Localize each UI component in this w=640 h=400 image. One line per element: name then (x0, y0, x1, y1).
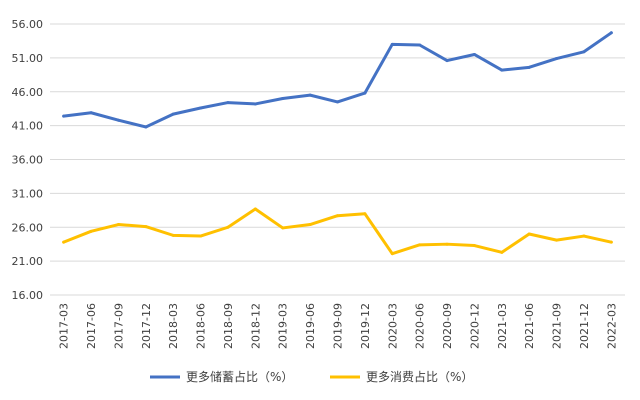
data-point (62, 240, 66, 244)
data-point (609, 31, 613, 35)
x-tick-label: 2021-12 (578, 303, 591, 349)
y-tick-label: 26.00 (12, 221, 44, 234)
series-line (62, 31, 613, 129)
y-tick-label: 16.00 (12, 289, 44, 302)
data-point (582, 50, 586, 54)
x-axis-ticks: 2017-03 2017-06 2017-09 2017-12 2018-03 2018-… (58, 303, 619, 349)
x-tick-label: 2018-12 (249, 303, 262, 349)
legend-label: 更多消费占比（%） (366, 369, 473, 384)
y-tick-label: 36.00 (12, 154, 44, 167)
data-point (418, 43, 422, 47)
data-point (390, 42, 394, 46)
data-point (308, 223, 312, 227)
x-tick-label: 2017-12 (140, 303, 153, 349)
y-tick-label: 41.00 (12, 120, 44, 133)
x-tick-label: 2021-06 (523, 303, 536, 349)
data-point (253, 102, 257, 106)
data-point (527, 232, 531, 236)
x-tick-label: 2018-09 (222, 303, 235, 349)
legend: 更多储蓄占比（%） 更多消费占比（%） (150, 369, 473, 384)
data-point (500, 68, 504, 72)
x-tick-label: 2017-06 (85, 303, 98, 349)
data-point (472, 52, 476, 56)
data-point (336, 100, 339, 104)
data-point (281, 97, 285, 101)
x-tick-label: 2019-12 (359, 303, 372, 349)
x-tick-label: 2021-09 (551, 303, 564, 349)
data-point (281, 226, 285, 230)
data-point (609, 240, 613, 244)
data-point (89, 111, 93, 115)
legend-label: 更多储蓄占比（%） (186, 369, 293, 384)
data-point (445, 242, 449, 246)
data-point (555, 57, 559, 61)
series-2 (62, 207, 613, 256)
data-point (500, 250, 504, 254)
x-tick-label: 2019-03 (277, 303, 290, 349)
x-tick-label: 2018-03 (167, 303, 180, 349)
data-point (226, 225, 230, 229)
data-point (308, 93, 312, 97)
data-point (472, 244, 476, 248)
series-lines (62, 31, 613, 256)
x-tick-label: 2021-03 (496, 303, 509, 349)
data-point (226, 101, 230, 105)
x-tick-label: 2017-03 (58, 303, 71, 349)
data-point (253, 207, 257, 211)
data-point (116, 223, 120, 227)
data-point (144, 125, 148, 129)
series-1 (62, 31, 613, 129)
x-tick-label: 2017-09 (112, 303, 125, 349)
x-tick-label: 2020-03 (386, 303, 399, 349)
data-point (171, 233, 175, 237)
data-point (199, 106, 203, 110)
x-tick-label: 2020-09 (441, 303, 454, 349)
data-point (171, 112, 175, 116)
data-point (89, 229, 93, 233)
x-tick-label: 2020-12 (468, 303, 481, 349)
data-point (116, 118, 120, 122)
y-tick-label: 31.00 (12, 187, 44, 200)
data-point (390, 252, 394, 256)
data-point (199, 234, 203, 238)
data-point (336, 214, 339, 218)
y-tick-label: 51.00 (12, 52, 44, 65)
x-tick-label: 2019-09 (332, 303, 345, 349)
y-tick-label: 46.00 (12, 86, 44, 99)
data-point (62, 114, 66, 118)
data-point (363, 212, 367, 216)
data-point (555, 238, 559, 242)
x-tick-label: 2019-06 (304, 303, 317, 349)
data-point (144, 225, 148, 229)
x-tick-label: 2018-06 (195, 303, 208, 349)
data-point (418, 243, 422, 247)
y-tick-label: 56.00 (12, 18, 44, 31)
y-tick-label: 21.00 (12, 255, 44, 268)
data-point (527, 65, 531, 69)
x-tick-label: 2020-06 (414, 303, 427, 349)
x-tick-label: 2022-03 (605, 303, 618, 349)
data-point (445, 59, 449, 63)
data-point (363, 91, 367, 95)
data-point (582, 234, 586, 238)
y-axis-ticks: 56.00 51.00 46.00 41.00 36.00 31.00 26.00 21.00… (12, 18, 44, 302)
